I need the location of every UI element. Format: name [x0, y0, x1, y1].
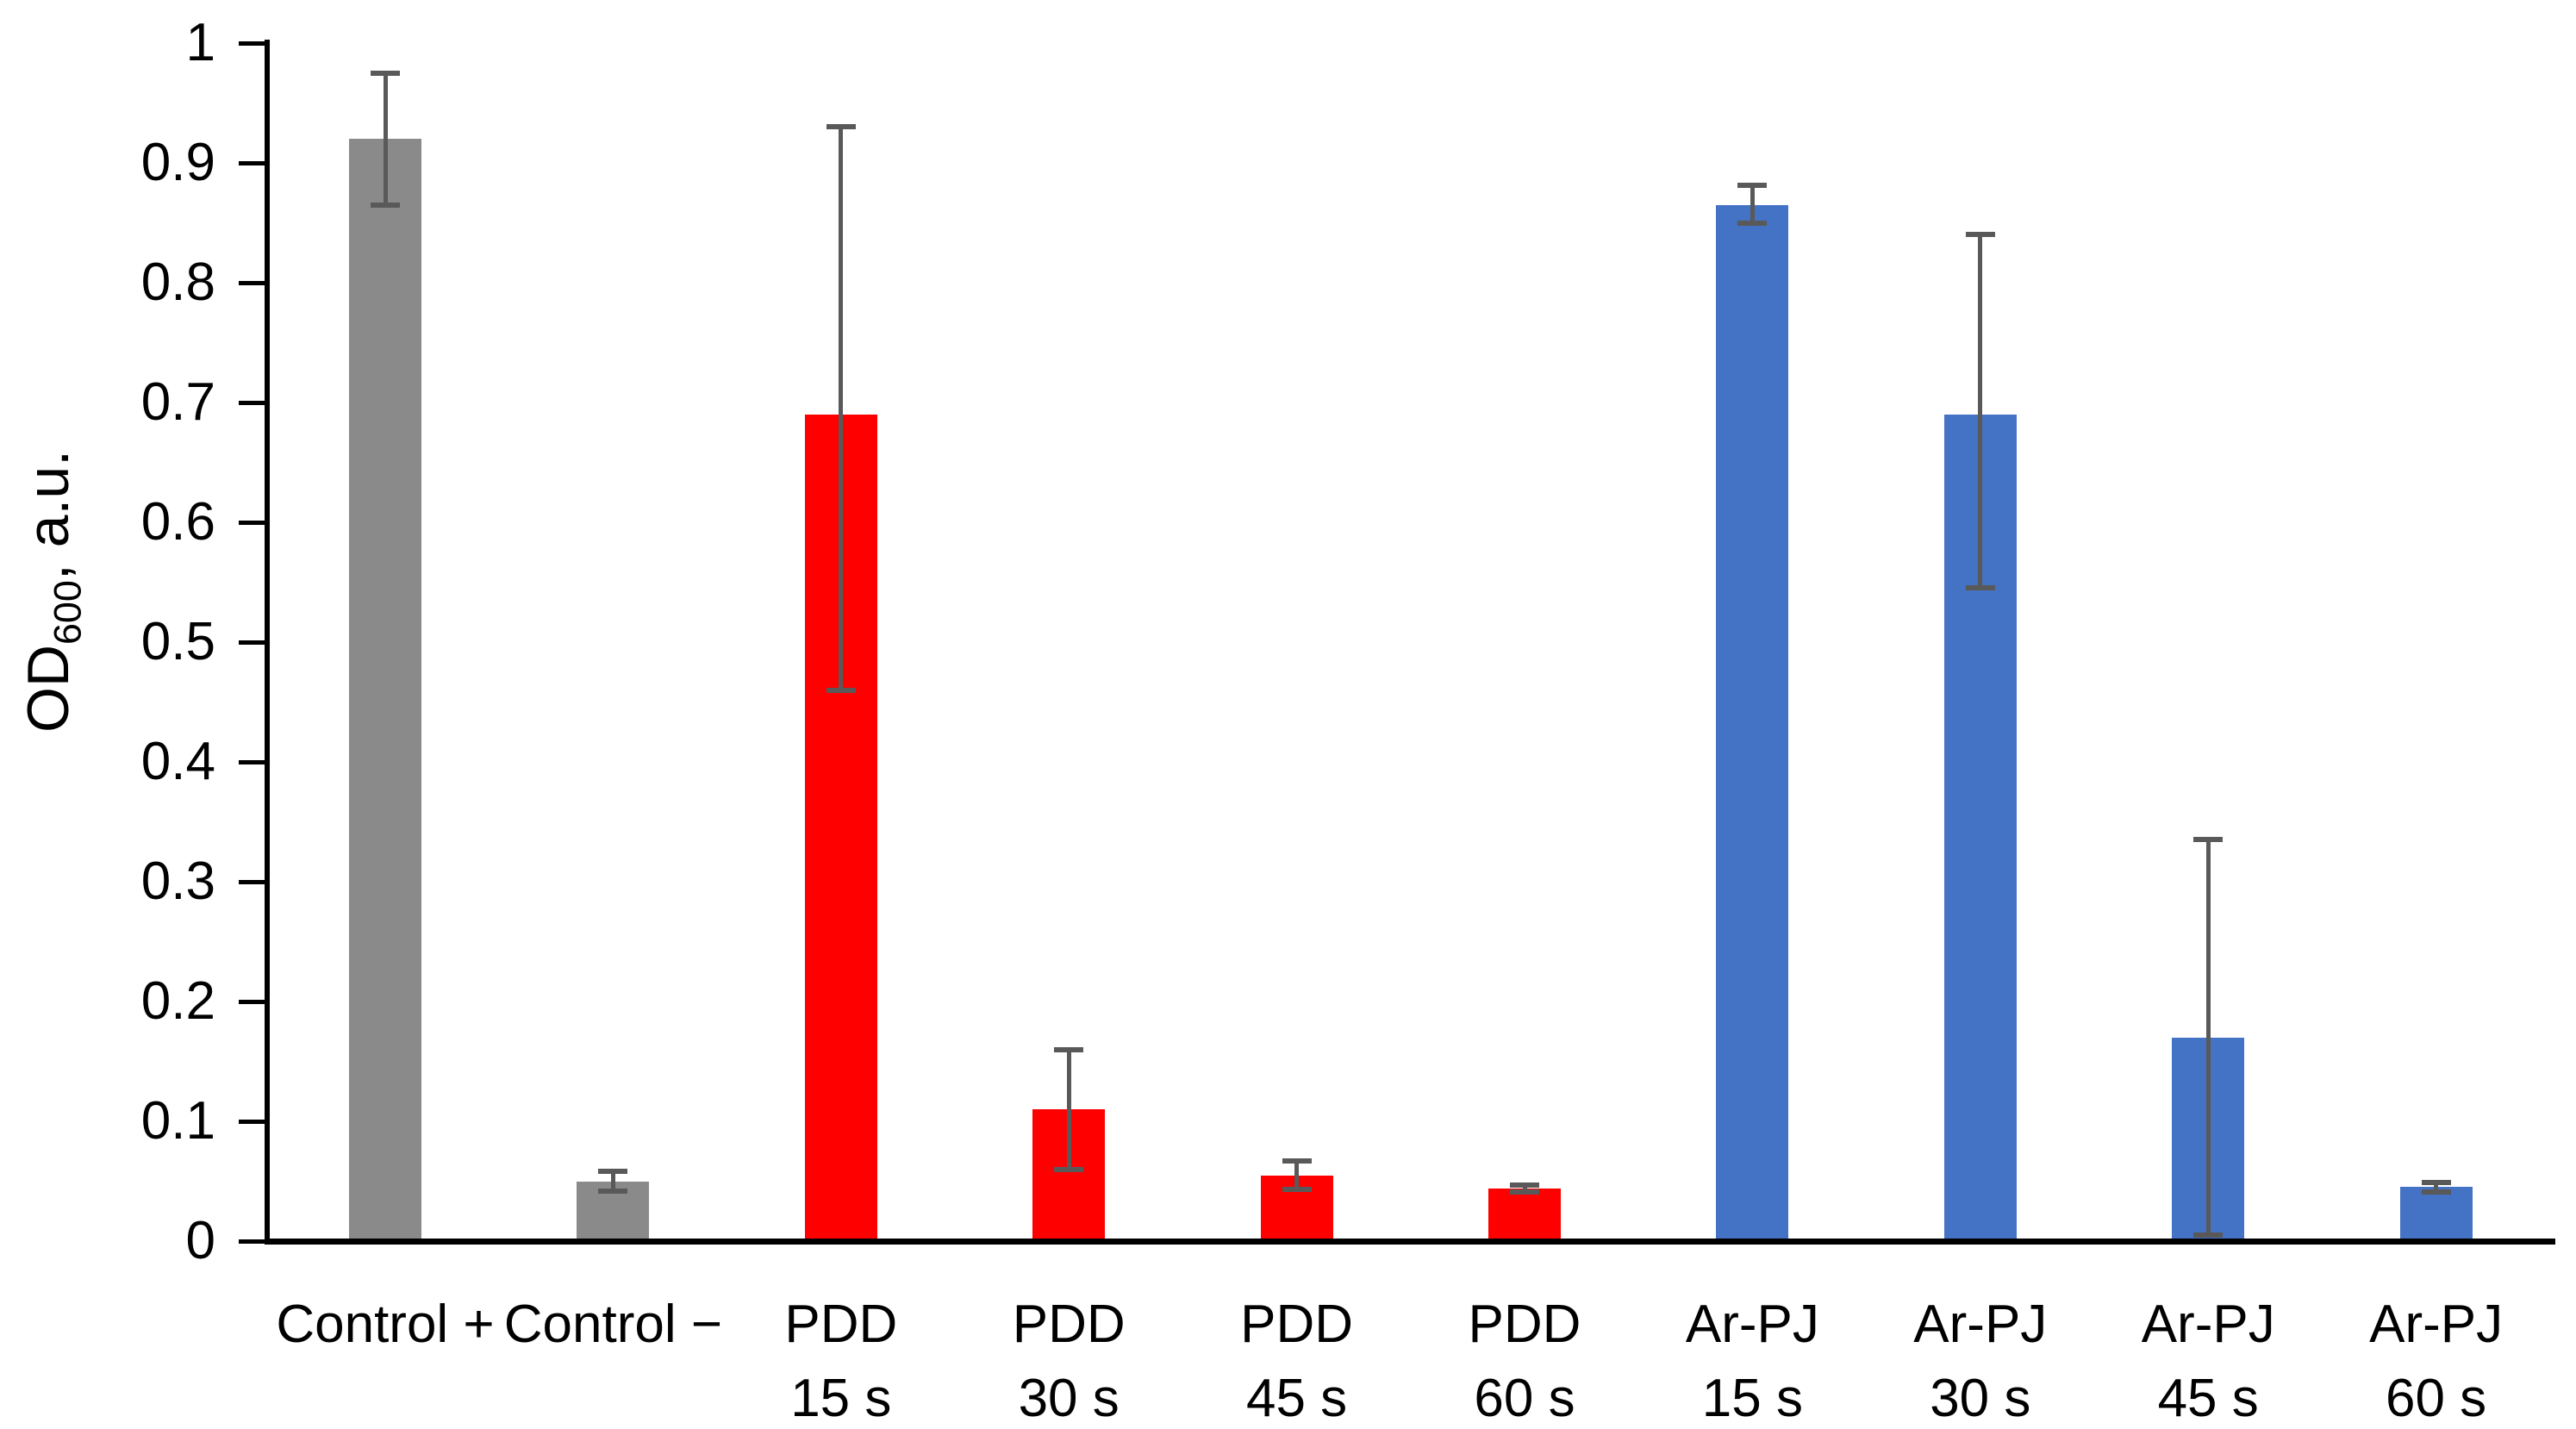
x-label-line2-pdd-30s: 30 s [1018, 1369, 1120, 1428]
error-bar-cap-bottom-pdd-30s [1054, 1166, 1084, 1172]
x-label-pdd-60s: PDD 60 s [1395, 1288, 1654, 1429]
error-bar-line-pdd-15s [839, 127, 844, 690]
error-bar-cap-bottom-control-minus [598, 1188, 628, 1194]
y-tick-label-1: 1 [185, 13, 215, 72]
x-label-line1-pdd-45s: PDD [1240, 1295, 1354, 1354]
y-tick-mark-0 [239, 1239, 265, 1244]
error-bar-line-pdd-60s [1522, 1184, 1527, 1192]
error-bar-line-ar-pj-60s [2434, 1182, 2439, 1192]
error-bar-cap-top-pdd-60s [1510, 1182, 1539, 1188]
error-bar-cap-bottom-control-plus [371, 202, 400, 208]
error-bar-cap-top-ar-pj-15s [1737, 183, 1768, 189]
error-bar-cap-top-pdd-30s [1054, 1046, 1084, 1052]
error-bar-cap-top-ar-pj-45s [2193, 837, 2224, 843]
error-bar-line-control-plus [383, 72, 388, 205]
x-label-line1-control-minus: Control − [503, 1295, 723, 1354]
x-label-ar-pj-30s: Ar-PJ 30 s [1851, 1288, 2110, 1429]
bar-control-plus [349, 139, 421, 1241]
x-label-line2-pdd-60s: 60 s [1474, 1369, 1575, 1428]
y-tick-label-0.6: 0.6 [140, 492, 215, 552]
error-bar-line-control-minus [610, 1171, 615, 1191]
y-tick-label-0: 0 [185, 1211, 215, 1270]
error-bar-cap-bottom-ar-pj-45s [2193, 1232, 2224, 1239]
x-label-line2-ar-pj-30s: 30 s [1930, 1369, 2031, 1428]
x-axis-line [265, 1239, 2555, 1245]
y-tick-mark-0.1 [239, 1120, 265, 1124]
x-label-line1-ar-pj-45s: Ar-PJ [2141, 1295, 2275, 1354]
x-label-pdd-45s: PDD 45 s [1168, 1288, 1426, 1429]
error-bar-cap-top-ar-pj-30s [1965, 232, 1995, 238]
error-bar-line-ar-pj-15s [1750, 185, 1755, 223]
x-label-line2-ar-pj-15s: 15 s [1701, 1369, 1803, 1428]
y-tick-mark-0.3 [239, 880, 265, 884]
error-bar-cap-bottom-pdd-15s [826, 687, 856, 693]
error-bar-cap-top-pdd-45s [1282, 1158, 1312, 1164]
x-label-line1-pdd-30s: PDD [1012, 1295, 1126, 1354]
y-tick-mark-0.4 [239, 760, 265, 764]
y-tick-mark-0.9 [239, 161, 265, 165]
x-label-line2-pdd-45s: 45 s [1245, 1369, 1348, 1428]
x-label-ar-pj-60s: Ar-PJ 60 s [2307, 1288, 2566, 1429]
y-tick-mark-0.2 [239, 1000, 265, 1004]
error-bar-cap-bottom-ar-pj-30s [1965, 585, 1995, 591]
y-tick-label-0.5: 0.5 [140, 612, 215, 671]
bar-ar-pj-60s [2399, 1187, 2473, 1241]
error-bar-cap-bottom-pdd-60s [1510, 1189, 1539, 1195]
y-tick-label-0.8: 0.8 [140, 253, 215, 312]
error-bar-line-ar-pj-30s [1978, 234, 1983, 589]
bar-ar-pj-15s [1716, 204, 1789, 1241]
error-bar-line-ar-pj-45s [2205, 839, 2211, 1236]
y-tick-mark-1 [239, 41, 265, 46]
y-tick-label-0.1: 0.1 [140, 1091, 215, 1151]
x-label-line1-ar-pj-15s: Ar-PJ [1685, 1295, 1819, 1354]
y-tick-label-0.2: 0.2 [140, 971, 215, 1031]
x-label-control-minus: Control − [483, 1288, 742, 1362]
error-bar-cap-bottom-ar-pj-60s [2421, 1189, 2451, 1195]
x-label-line2-ar-pj-60s: 60 s [2385, 1369, 2487, 1428]
y-axis-title: OD600, a.u. [9, 246, 90, 936]
x-label-ar-pj-15s: Ar-PJ 15 s [1623, 1288, 1881, 1429]
x-label-line1-pdd-60s: PDD [1468, 1295, 1581, 1354]
error-bar-cap-top-pdd-15s [826, 124, 856, 130]
error-bar-cap-bottom-ar-pj-15s [1737, 220, 1768, 226]
x-label-ar-pj-45s: Ar-PJ 45 s [2079, 1288, 2337, 1429]
y-tick-label-0.7: 0.7 [140, 372, 215, 432]
x-label-control-plus: Control + [256, 1288, 515, 1362]
y-axis-line [265, 40, 270, 1245]
y-tick-mark-0.5 [239, 640, 265, 645]
x-label-line1-ar-pj-30s: Ar-PJ [1913, 1295, 2048, 1354]
y-tick-mark-0.8 [239, 281, 265, 285]
x-label-line2-ar-pj-45s: 45 s [2157, 1369, 2259, 1428]
y-tick-label-0.4: 0.4 [140, 732, 215, 791]
y-tick-label-0.3: 0.3 [140, 852, 215, 911]
x-label-line1-control-plus: Control + [276, 1295, 495, 1354]
x-label-line2-pdd-15s: 15 s [790, 1369, 892, 1428]
y-tick-mark-0.6 [239, 521, 265, 525]
error-bar-line-pdd-30s [1066, 1049, 1071, 1170]
x-label-pdd-15s: PDD 15 s [712, 1288, 970, 1429]
error-bar-cap-top-control-plus [371, 70, 400, 76]
error-bar-cap-bottom-pdd-45s [1282, 1187, 1312, 1193]
bar-pdd-60s [1488, 1188, 1561, 1241]
x-label-line1-ar-pj-60s: Ar-PJ [2369, 1295, 2504, 1354]
x-label-line1-pdd-15s: PDD [784, 1295, 898, 1354]
y-tick-label-0.9: 0.9 [140, 133, 215, 192]
error-bar-cap-top-ar-pj-60s [2421, 1179, 2451, 1185]
y-tick-mark-0.7 [239, 401, 265, 405]
error-bar-line-pdd-45s [1294, 1160, 1300, 1190]
x-label-pdd-30s: PDD 30 s [939, 1288, 1198, 1429]
error-bar-cap-top-control-minus [598, 1169, 628, 1175]
